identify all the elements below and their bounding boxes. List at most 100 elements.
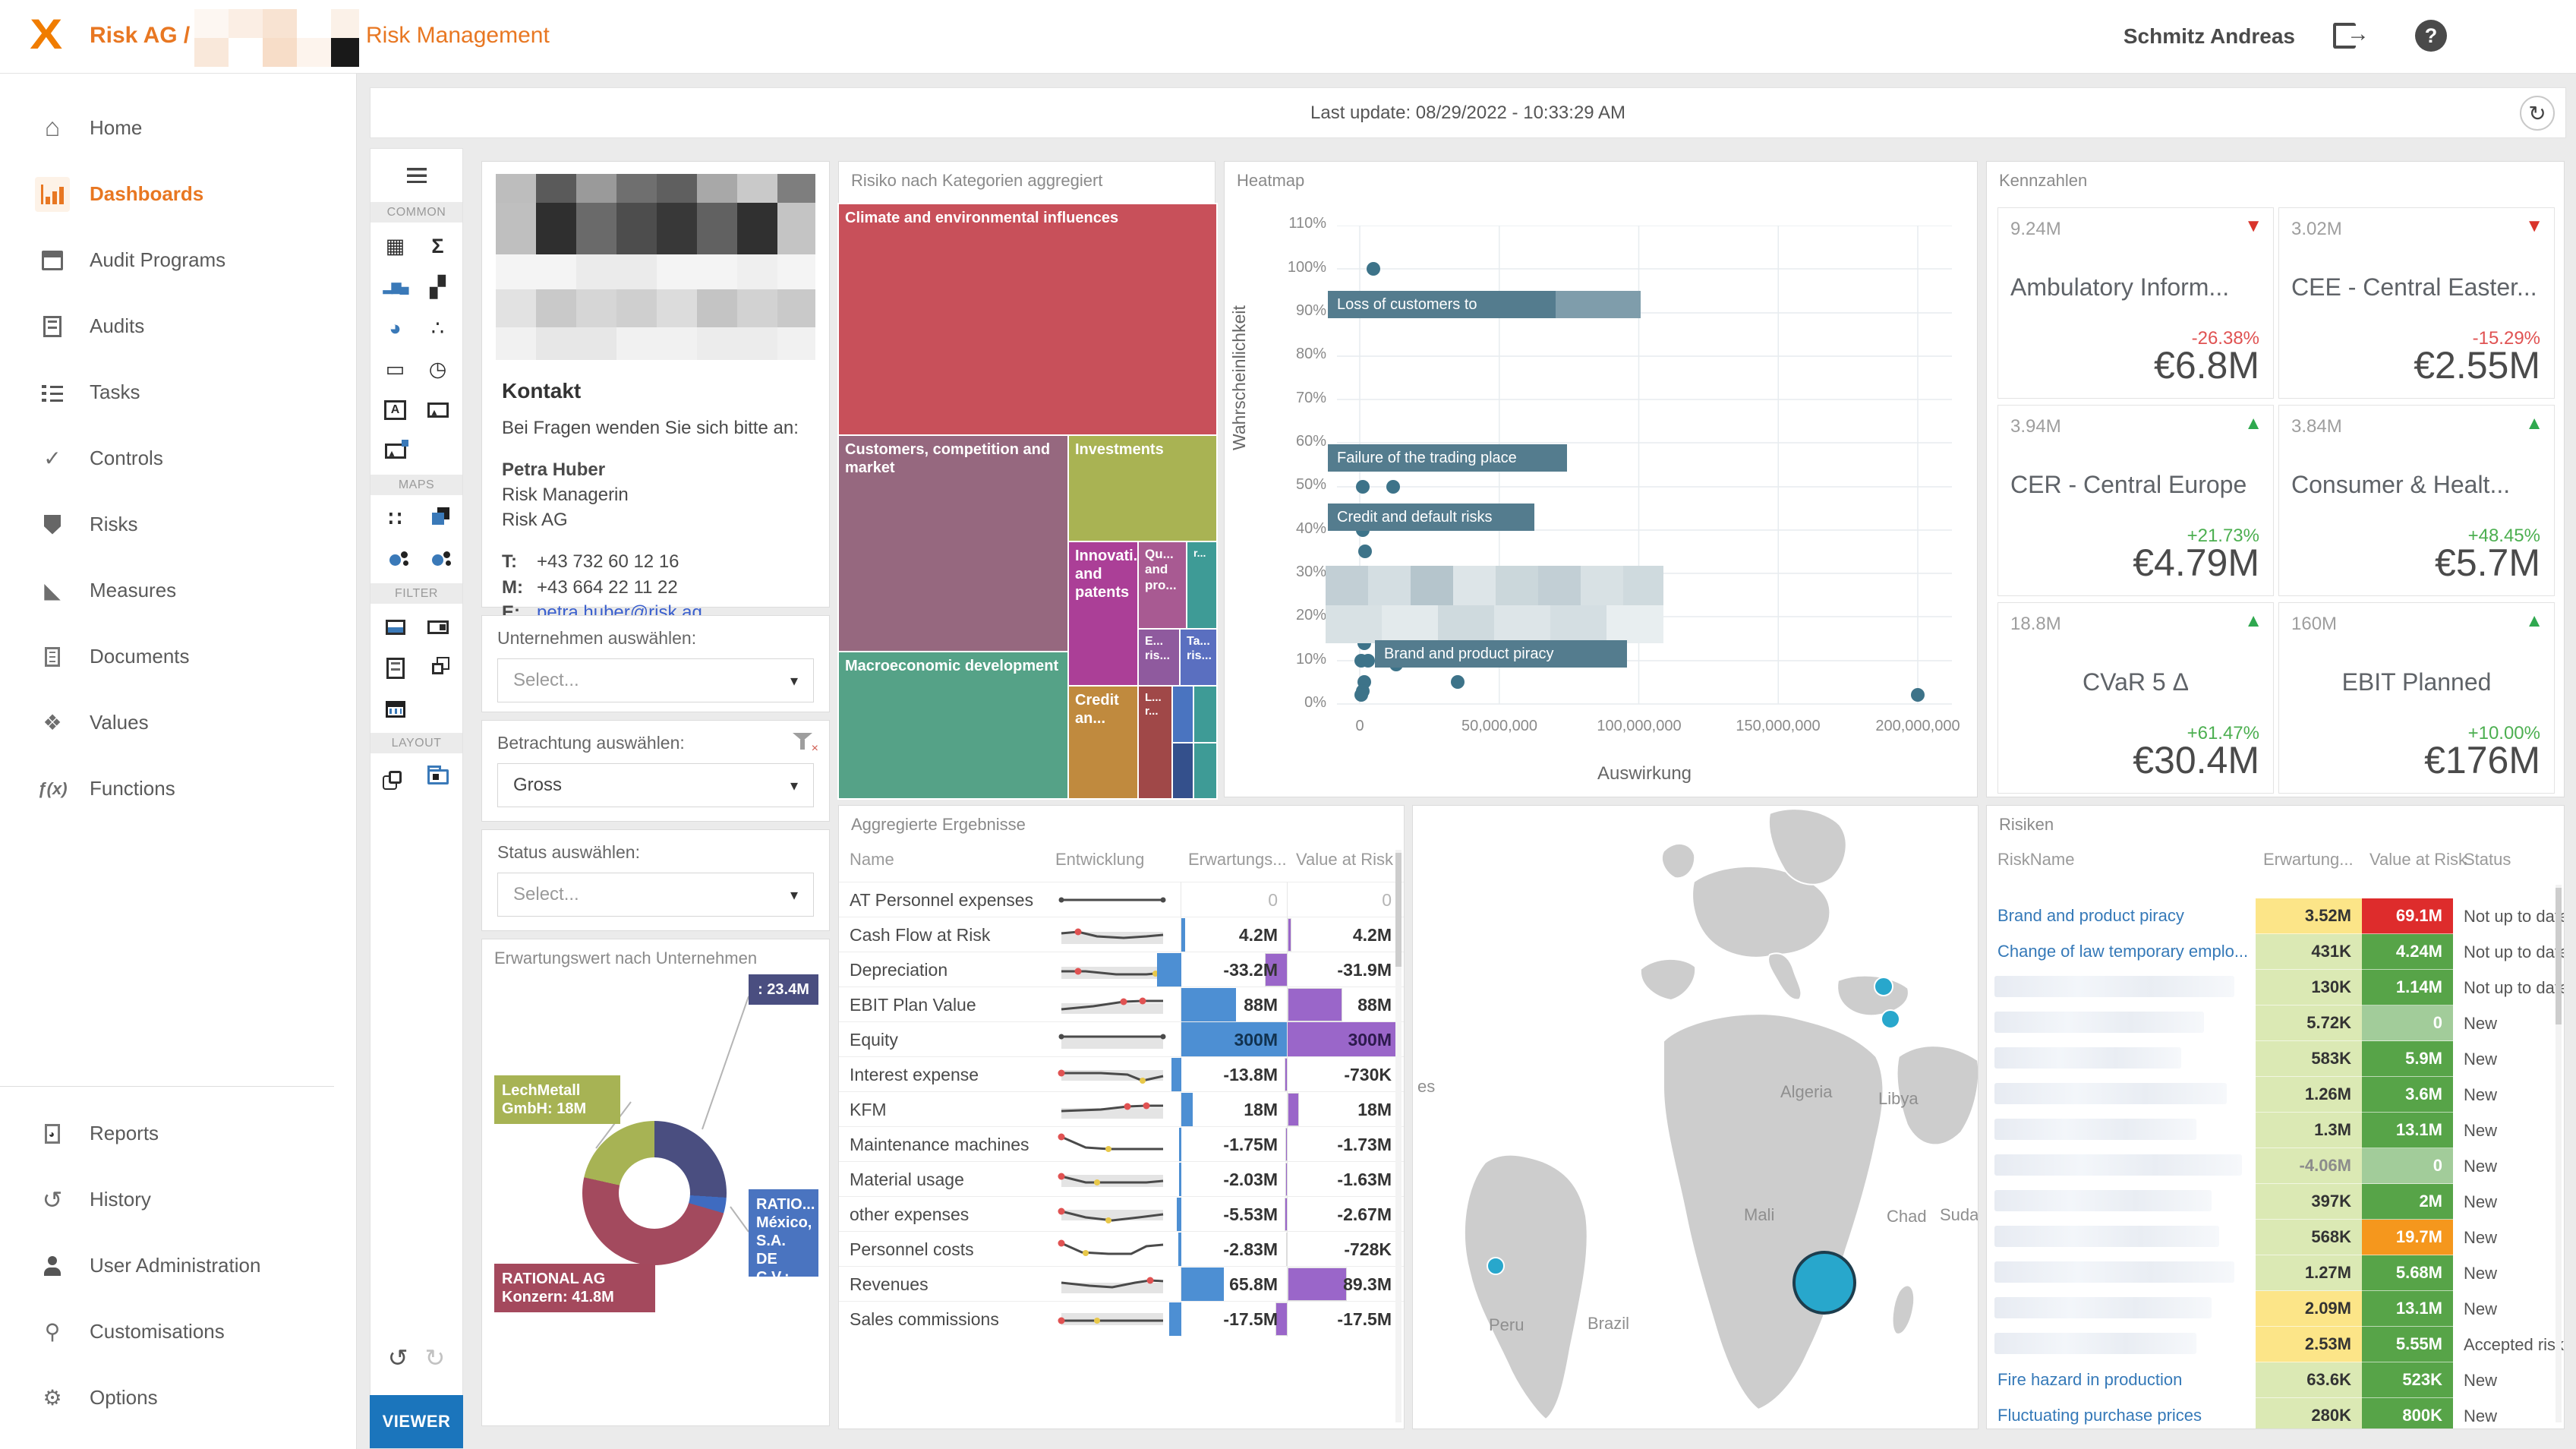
list-filter-icon[interactable] bbox=[374, 648, 417, 689]
viewer-button[interactable]: VIEWER bbox=[370, 1395, 463, 1448]
image-widget-icon[interactable] bbox=[417, 390, 459, 431]
map-bubble-europe-1[interactable] bbox=[1874, 977, 1893, 996]
pie-chart-widget-icon[interactable]: ◕ bbox=[389, 316, 402, 339]
kpi-card-ebit-planned[interactable]: 160M ▲ EBIT Planned +10.00% €176M bbox=[2278, 602, 2555, 794]
scrollbar-thumb[interactable] bbox=[2556, 888, 2562, 1024]
table-row[interactable]: 2.09M 13.1M New bbox=[1987, 1291, 2564, 1327]
treemap-block-quality[interactable]: Qu... and pro... bbox=[1137, 541, 1189, 631]
table-row[interactable]: EBIT Plan Value 88M 88M bbox=[839, 987, 1404, 1022]
treemap-block-l-risk[interactable]: L... r... bbox=[1137, 685, 1174, 800]
textbox-widget-icon[interactable]: A bbox=[374, 390, 417, 431]
bar-chart-widget-icon[interactable]: ▂▆▄ bbox=[383, 279, 408, 294]
sidebar-item-audit-programs[interactable]: Audit Programs bbox=[0, 227, 356, 293]
treemap-block-e-risk[interactable]: E... ris... bbox=[1137, 628, 1182, 688]
scrollbar-track[interactable] bbox=[1395, 850, 1402, 1422]
overlap-layout-icon[interactable] bbox=[374, 756, 417, 797]
heatmap-point[interactable] bbox=[1451, 675, 1465, 689]
column-header[interactable]: Erwartungs... bbox=[1188, 850, 1287, 869]
chart-filter-icon[interactable] bbox=[374, 607, 417, 648]
table-row[interactable]: Fluctuating purchase prices 280K 800K Ne… bbox=[1987, 1398, 2564, 1428]
heatmap-point[interactable] bbox=[1356, 480, 1370, 494]
treemap-block-customers[interactable]: Customers, competition and market bbox=[837, 434, 1070, 654]
sidebar-item-home[interactable]: ⌂ Home bbox=[0, 95, 356, 161]
table-row[interactable]: Sales commissions -17.5M -17.5M bbox=[839, 1301, 1404, 1337]
sum-widget-icon[interactable]: Σ bbox=[431, 234, 444, 257]
clear-filter-icon[interactable]: × bbox=[793, 733, 818, 755]
sidebar-item-documents[interactable]: Documents bbox=[0, 623, 356, 690]
treemap-block-ta-risk[interactable]: Ta... ris... bbox=[1179, 628, 1218, 688]
kpi-card-ambulatory[interactable]: 9.24M ▼ Ambulatory Inform... -26.38% €6.… bbox=[1997, 207, 2274, 399]
map-bubble-south-america[interactable] bbox=[1487, 1257, 1505, 1275]
sidebar-item-customisations[interactable]: ⚲ Customisations bbox=[0, 1299, 356, 1365]
table-row[interactable]: 397K 2M New bbox=[1987, 1184, 2564, 1220]
sidebar-item-risks[interactable]: Risks bbox=[0, 491, 356, 557]
heatmap-point[interactable] bbox=[1361, 654, 1375, 668]
sidebar-item-values[interactable]: ❖ Values bbox=[0, 690, 356, 756]
folder-layout-icon[interactable] bbox=[417, 756, 459, 797]
column-header[interactable]: RiskName bbox=[1997, 850, 2075, 869]
dot-map-icon[interactable]: ∷ bbox=[388, 507, 402, 530]
sidebar-item-tasks[interactable]: Tasks bbox=[0, 359, 356, 425]
scrollbar-thumb[interactable] bbox=[1395, 853, 1402, 967]
layer-map-icon[interactable] bbox=[417, 498, 459, 539]
table-row[interactable]: -4.06M 0 New bbox=[1987, 1148, 2564, 1184]
table-row[interactable]: Equity 300M 300M bbox=[839, 1021, 1404, 1057]
card-filter-icon[interactable] bbox=[417, 607, 459, 648]
column-header[interactable]: Entwicklung bbox=[1055, 850, 1145, 869]
menu-icon[interactable] bbox=[406, 168, 427, 183]
column-header[interactable]: Erwartung... bbox=[2263, 850, 2354, 869]
sidebar-item-reports[interactable]: ◕ Reports bbox=[0, 1100, 356, 1166]
treemap-block-tiny-4[interactable] bbox=[1193, 742, 1218, 800]
heatmap-point[interactable] bbox=[1911, 688, 1925, 702]
table-row[interactable]: 1.26M 3.6M New bbox=[1987, 1077, 2564, 1113]
pages-filter-icon[interactable] bbox=[417, 648, 459, 689]
table-row[interactable]: Change of law temporary emplo... 431K 4.… bbox=[1987, 934, 2564, 970]
donut-chart[interactable] bbox=[582, 1121, 727, 1265]
combo-chart-widget-icon[interactable]: ▞ bbox=[430, 275, 446, 298]
treemap-block-small-teal[interactable]: r... bbox=[1186, 541, 1218, 631]
kpi-card-consumer-health[interactable]: 3.84M ▲ Consumer & Healt... +48.45% €5.7… bbox=[2278, 405, 2555, 596]
table-row[interactable]: Revenues 65.8M 89.3M bbox=[839, 1266, 1404, 1302]
sidebar-item-controls[interactable]: ✓ Controls bbox=[0, 425, 356, 491]
treemap-block-climate[interactable]: Climate and environmental influences bbox=[837, 203, 1218, 437]
view-select[interactable]: Gross ▾ bbox=[497, 763, 814, 807]
treemap-block-tiny-1[interactable] bbox=[1171, 685, 1196, 745]
gauge-widget-icon[interactable]: ◷ bbox=[428, 357, 447, 380]
column-header[interactable]: Name bbox=[850, 850, 894, 869]
table-row[interactable]: Interest expense -13.8M -730K bbox=[839, 1056, 1404, 1092]
treemap-block-tiny-3[interactable] bbox=[1171, 742, 1196, 800]
scatter-widget-icon[interactable]: ∴ bbox=[430, 316, 445, 339]
table-row[interactable]: 1.27M 5.68M New bbox=[1987, 1255, 2564, 1291]
table-row[interactable]: 568K 19.7M New bbox=[1987, 1220, 2564, 1255]
company-logo-x-icon[interactable]: X bbox=[30, 10, 63, 58]
treemap-block-innovation[interactable]: Innovati... and patents bbox=[1067, 541, 1140, 688]
treemap-block-credit[interactable]: Credit an... bbox=[1067, 685, 1140, 800]
table-row[interactable]: KFM 18M 18M bbox=[839, 1091, 1404, 1127]
table-widget-icon[interactable]: ▦ bbox=[385, 234, 405, 257]
undo-icon[interactable]: ↺ bbox=[387, 1344, 408, 1372]
table-row[interactable]: AT Personnel expenses 0 0 bbox=[839, 882, 1404, 917]
treemap-block-investments[interactable]: Investments bbox=[1067, 434, 1218, 544]
user-name[interactable]: Schmitz Andreas bbox=[2123, 24, 2295, 48]
table-row[interactable]: Depreciation -33.2M -31.9M bbox=[839, 952, 1404, 987]
table-row[interactable]: 583K 5.9M New bbox=[1987, 1041, 2564, 1077]
refresh-icon[interactable]: ↻ bbox=[2520, 96, 2555, 131]
company-select[interactable]: Select... ▾ bbox=[497, 658, 814, 702]
help-icon[interactable]: ? bbox=[2415, 20, 2447, 52]
column-header[interactable]: Value at Risk bbox=[1296, 850, 1393, 869]
map-bubble-africa-large[interactable] bbox=[1792, 1251, 1856, 1315]
redo-icon[interactable]: ↻ bbox=[424, 1344, 446, 1372]
bubble-cluster-map-icon[interactable] bbox=[417, 539, 459, 580]
image-add-widget-icon[interactable] bbox=[374, 431, 417, 472]
date-filter-icon[interactable] bbox=[374, 689, 417, 730]
heatmap-point[interactable] bbox=[1354, 688, 1368, 702]
risk-link[interactable]: Brand and product piracy bbox=[1997, 906, 2184, 925]
risk-link[interactable]: Change of law temporary emplo... bbox=[1997, 942, 2248, 961]
scrollbar-track[interactable] bbox=[2556, 885, 2562, 1422]
treemap-block-macroeconomic[interactable]: Macroeconomic development bbox=[837, 651, 1070, 800]
heatmap-point[interactable] bbox=[1358, 545, 1372, 558]
kpi-card-cer[interactable]: 3.94M ▲ CER - Central Europe +21.73% €4.… bbox=[1997, 405, 2274, 596]
table-row[interactable]: 1.3M 13.1M New bbox=[1987, 1113, 2564, 1148]
sidebar-item-audits[interactable]: Audits bbox=[0, 293, 356, 359]
kpi-card-cee[interactable]: 3.02M ▼ CEE - Central Easter... -15.29% … bbox=[2278, 207, 2555, 399]
